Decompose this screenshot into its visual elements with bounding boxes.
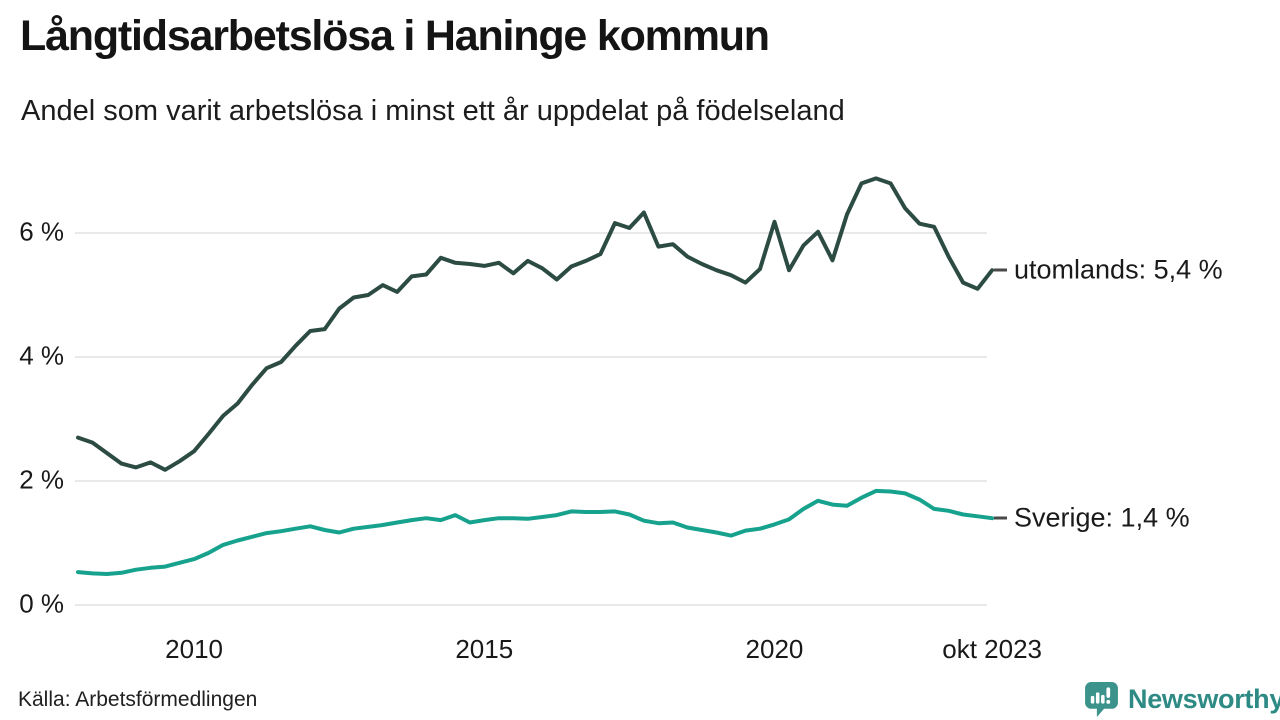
x-axis-tick-label-okt-2023: okt 2023: [942, 634, 1042, 664]
series-label-text: utomlands: 5,4 %: [1014, 254, 1223, 285]
series-label-utomlands: utomlands: 5,4 %: [994, 255, 1223, 286]
source-note: Källa: Arbetsförmedlingen: [18, 688, 258, 711]
y-axis-tick-label-2: 2 %: [19, 464, 64, 495]
label-connector-dash: [994, 268, 1007, 272]
x-axis-tick-label-2010: 2010: [165, 634, 223, 664]
y-axis-tick-label-0: 0 %: [19, 588, 64, 619]
series-label-text: Sverige: 1,4 %: [1014, 502, 1190, 533]
series-label-sverige: Sverige: 1,4 %: [994, 503, 1190, 534]
label-connector-dash: [994, 516, 1007, 520]
y-axis-tick-label-4: 4 %: [19, 340, 64, 371]
bar-chart-bubble-icon: [1085, 682, 1118, 717]
chart-title: Långtidsarbetslösa i Haninge kommun: [20, 12, 770, 60]
chart-subtitle: Andel som varit arbetslösa i minst ett å…: [21, 95, 845, 127]
y-axis-tick-label-6: 6 %: [19, 216, 64, 247]
brand-name: Newsworthy: [1128, 683, 1280, 714]
series-line-utomlands: [76, 176, 995, 472]
x-axis-tick-label-2020: 2020: [745, 634, 804, 664]
newsworthy-logo: Newsworthy: [1083, 680, 1280, 718]
x-axis-tick-label-2015: 2015: [455, 634, 514, 664]
series-line-Sverige: [76, 488, 995, 576]
